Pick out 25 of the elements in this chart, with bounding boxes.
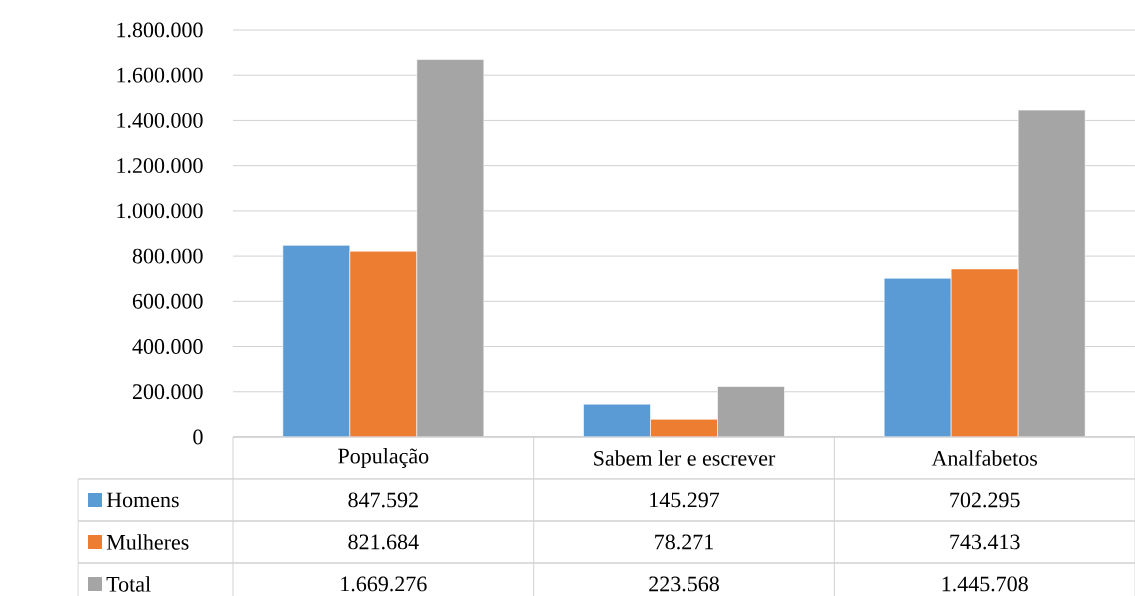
data-label: 1.445.708 [942, 576, 1028, 592]
data-label: 1.669.276 [341, 576, 427, 592]
x-tick-label: Analfabetos [931, 450, 1038, 466]
y-tick-label: 1.800.000 [117, 22, 203, 38]
data-label: 847.592 [348, 492, 418, 508]
data-label: 702.295 [950, 492, 1020, 508]
y-tick-label: 1.400.000 [117, 112, 203, 128]
data-label: 743.413 [950, 534, 1020, 550]
x-tick-label: População [338, 448, 429, 468]
y-tick-label: 1.000.000 [117, 203, 203, 219]
data-label: 78.271 [655, 534, 713, 550]
data-label: 223.568 [649, 576, 719, 592]
y-tick-label: 200.000 [132, 384, 203, 400]
y-tick-label: 400.000 [132, 339, 203, 355]
y-tick-label: 1.200.000 [117, 158, 203, 174]
y-tick-label: 1.600.000 [117, 67, 203, 83]
y-tick-label: 0 [193, 429, 203, 445]
data-label: 145.297 [650, 492, 720, 508]
legend-label: Total [106, 576, 151, 592]
data-label: 821.684 [348, 534, 419, 550]
y-tick-label: 800.000 [132, 248, 203, 264]
legend-label: Mulheres [106, 534, 189, 550]
x-tick-label: Sabem ler e escrever [594, 450, 776, 466]
legend-label: Homens [106, 492, 179, 508]
y-tick-label: 600.000 [132, 293, 203, 309]
